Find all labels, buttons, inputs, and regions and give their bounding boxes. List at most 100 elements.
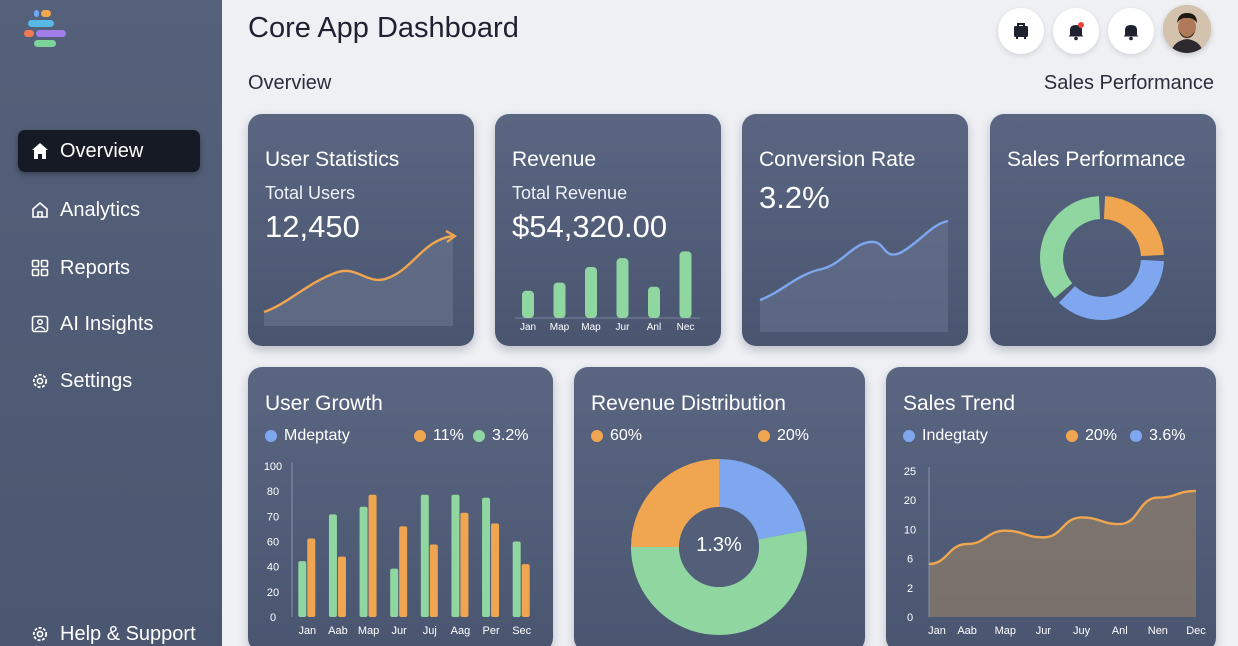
y-tick-label: 20 <box>904 495 916 507</box>
bar <box>368 494 377 617</box>
donut-slice <box>1103 196 1164 257</box>
tick-label: Nec <box>677 322 695 333</box>
bar <box>429 544 438 617</box>
sidebar-item-ai-insights[interactable]: AI Insights <box>18 303 200 345</box>
bar <box>648 286 660 318</box>
bar <box>420 494 429 617</box>
bar <box>512 541 521 617</box>
revenue-card[interactable]: Jan Map Map Jur Anl Nec Revenue Total Revenue… <box>495 114 721 346</box>
legend-dot <box>591 430 603 442</box>
x-tick-label: Nen <box>1148 625 1168 637</box>
legend-label: Indegtaty <box>922 427 988 444</box>
bar <box>399 526 408 617</box>
grid-icon <box>30 258 50 278</box>
user-growth-bar-chart: 100 80 70 60 40 20 0 Jan Aab Map Jur Juj Aag Per Sec <box>264 461 532 637</box>
revenue-bar-chart: Jan Map Map Jur Anl Nec <box>515 251 700 333</box>
y-tick-label: 0 <box>270 612 276 624</box>
x-tick-label: Map <box>358 625 379 637</box>
x-tick-label: Jan <box>298 625 316 637</box>
user-growth-card[interactable]: 100 80 70 60 40 20 0 Jan Aab Map Jur Juj Aag Per Sec U… <box>248 367 553 646</box>
card-subtitle: Total Revenue <box>512 183 628 203</box>
avatar[interactable] <box>1163 5 1211 53</box>
total-users-value: 12,450 <box>265 209 360 244</box>
legend-dot <box>1130 430 1142 442</box>
notifications-alert-button[interactable] <box>1053 8 1099 54</box>
x-tick-label: Juy <box>1073 625 1091 637</box>
tick-label: Map <box>581 322 601 333</box>
legend-label: Mdeptaty <box>284 427 350 444</box>
card-title: User Statistics <box>265 148 400 171</box>
bar <box>491 523 500 617</box>
y-tick-label: 80 <box>267 486 279 498</box>
legend-label: 3.6% <box>1149 427 1186 444</box>
bar <box>328 514 337 617</box>
bar <box>298 561 307 617</box>
legend-item: 3.2% <box>473 427 528 445</box>
legend-item: 20% <box>758 427 809 445</box>
x-tick-label: Jur <box>1036 625 1052 637</box>
donut-slice <box>1040 196 1101 299</box>
bell-icon <box>1123 25 1139 41</box>
sales-trend-card[interactable]: 25 20 10 6 2 0 Jan Aab Map Jur Juy Anl Nen Dec Sales … <box>886 367 1216 646</box>
area-fill <box>929 490 1196 617</box>
section-title-sales-performance: Sales Performance <box>1043 72 1214 94</box>
house-outline-icon <box>30 200 50 220</box>
legend-label: 3.2% <box>492 427 529 444</box>
bar <box>307 538 316 617</box>
legend-item: 11% <box>414 427 464 445</box>
x-tick-label: Jan <box>928 625 946 637</box>
section-title-overview: Overview <box>248 72 332 94</box>
revenue-distribution-card[interactable]: Revenue Distribution 60% 20% 1.3% <box>574 367 865 646</box>
user-statistics-card[interactable]: User Statistics Total Users 12,450 <box>248 114 474 346</box>
donut-slice <box>719 459 806 540</box>
tick-label: Map <box>550 322 570 333</box>
tick-label: Anl <box>647 322 661 333</box>
bar <box>359 506 368 617</box>
x-tick-label: Map <box>995 625 1016 637</box>
sidebar-item-label: Settings <box>60 369 133 392</box>
page-title: Core App Dashboard <box>248 12 519 44</box>
help-support-link[interactable]: Help & Support <box>18 613 200 646</box>
app-logo-icon <box>24 10 66 47</box>
donut-slice <box>631 530 807 635</box>
x-tick-label: Anl <box>1112 625 1128 637</box>
sidebar-item-settings[interactable]: Settings <box>18 360 200 402</box>
card-title: Sales Trend <box>903 392 1016 415</box>
sidebar-item-label: AI Insights <box>60 312 154 335</box>
card-title: Revenue Distribution <box>591 392 786 415</box>
sidebar: Overview Analytics Reports AI Insights S… <box>0 0 222 646</box>
briefcase-button[interactable] <box>998 8 1044 54</box>
notifications-button[interactable] <box>1108 8 1154 54</box>
donut-slice <box>1058 259 1164 320</box>
sales-performance-card[interactable]: Sales Performance <box>990 114 1216 346</box>
legend-dot <box>1066 430 1078 442</box>
conversion-rate-value: 3.2% <box>759 180 830 215</box>
y-tick-label: 2 <box>907 583 913 595</box>
legend-item: Mdeptaty <box>265 427 350 445</box>
x-tick-label: Aag <box>451 625 471 637</box>
bar <box>585 267 597 318</box>
sales-performance-donut <box>1040 196 1164 320</box>
revenue-distribution-donut <box>631 459 807 635</box>
legend-item: Indegtaty <box>903 427 988 445</box>
home-icon <box>30 141 50 161</box>
card-title: Sales Performance <box>1007 148 1186 171</box>
legend-label: 60% <box>610 427 643 444</box>
legend-dot <box>903 430 915 442</box>
sidebar-item-overview[interactable]: Overview <box>18 130 200 172</box>
donut-slice <box>631 459 719 547</box>
bar <box>679 251 692 318</box>
bar <box>451 494 460 617</box>
user-avatar-icon <box>1163 5 1211 53</box>
sidebar-item-analytics[interactable]: Analytics <box>18 189 200 231</box>
bar <box>521 564 530 617</box>
y-tick-label: 40 <box>267 562 279 574</box>
sidebar-item-reports[interactable]: Reports <box>18 247 200 289</box>
sidebar-item-label: Overview <box>60 139 144 162</box>
conversion-rate-card[interactable]: Conversion Rate 3.2% <box>742 114 968 346</box>
y-tick-label: 70 <box>267 511 279 523</box>
gear-icon <box>30 624 50 644</box>
bar <box>522 290 534 318</box>
legend-dot <box>414 430 426 442</box>
